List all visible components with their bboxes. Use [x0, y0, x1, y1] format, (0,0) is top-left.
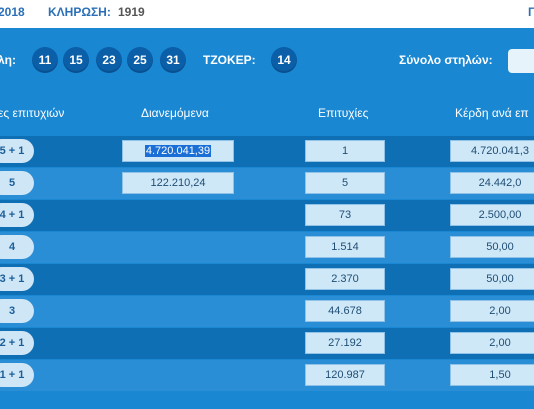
header-distributed: Διανεμόμενα [141, 106, 209, 120]
category-pill: 5 [0, 171, 34, 195]
header-winners: Επιτυχίες [318, 106, 369, 120]
table-row: 5 122.210,24 5 24.442,0 [0, 168, 534, 199]
category-pill: 3 + 1 [0, 267, 34, 291]
distributed-value[interactable]: 4.720.041,39 [144, 145, 212, 157]
winning-ball-3: 23 [96, 47, 122, 73]
prize-cell: 50,00 [450, 236, 534, 258]
winners-cell: 73 [305, 204, 385, 226]
category-pill: 2 + 1 [0, 331, 34, 355]
header-category: ες επιτυχιών [0, 106, 65, 120]
winning-ball-5: 31 [160, 47, 186, 73]
draw-number: 1919 [118, 5, 145, 19]
top-right-link-fragment[interactable]: Γ [528, 5, 534, 19]
winners-cell: 5 [305, 172, 385, 194]
header-prize-per-winner: Κέρδη ανά επ [455, 106, 529, 120]
table-row: 4 1.514 50,00 [0, 232, 534, 263]
top-bar: 2018 ΚΛΗΡΩΣΗ: 1919 Γ [0, 0, 534, 28]
prize-cell: 1,50 [450, 364, 534, 386]
prize-cell: 4.720.041,3 [450, 140, 534, 162]
winning-ball-1: 11 [32, 47, 58, 73]
joker-ball: 14 [271, 47, 297, 73]
prize-cell: 2,00 [450, 300, 534, 322]
category-pill: 4 [0, 235, 34, 259]
draw-label: ΚΛΗΡΩΣΗ: [48, 5, 111, 19]
winning-ball-2: 15 [63, 47, 89, 73]
table-header: ες επιτυχιών Διανεμόμενα Επιτυχίες Κέρδη… [0, 92, 534, 132]
table-row: 2 + 1 27.192 2,00 [0, 328, 534, 359]
table-row: 1 + 1 120.987 1,50 [0, 360, 534, 391]
table-row: 3 44.678 2,00 [0, 296, 534, 327]
winning-numbers-label: λη: [0, 53, 16, 67]
prize-table: ες επιτυχιών Διανεμόμενα Επιτυχίες Κέρδη… [0, 92, 534, 409]
winners-cell: 27.192 [305, 332, 385, 354]
winning-numbers-bar: λη: 11 15 23 25 31 ΤΖΟΚΕΡ: 14 Σύνολο στη… [0, 28, 534, 92]
winning-ball-4: 25 [127, 47, 153, 73]
category-pill: 3 [0, 299, 34, 323]
winners-cell: 2.370 [305, 268, 385, 290]
joker-label: ΤΖΟΚΕΡ: [203, 53, 256, 67]
total-columns-label: Σύνολο στηλών: [399, 53, 493, 67]
table-row: 4 + 1 73 2.500,00 [0, 200, 534, 231]
winners-cell: 120.987 [305, 364, 385, 386]
total-columns-value-box [508, 49, 534, 73]
prize-cell: 50,00 [450, 268, 534, 290]
prize-cell: 2.500,00 [450, 204, 534, 226]
table-row: 5 + 1 4.720.041,39 1 4.720.041,3 [0, 136, 534, 167]
distributed-cell[interactable]: 4.720.041,39 [122, 140, 234, 162]
table-row: 3 + 1 2.370 50,00 [0, 264, 534, 295]
prize-cell: 24.442,0 [450, 172, 534, 194]
distributed-cell: 122.210,24 [122, 172, 234, 194]
winners-cell: 1 [305, 140, 385, 162]
category-pill: 4 + 1 [0, 203, 34, 227]
prize-cell: 2,00 [450, 332, 534, 354]
category-pill: 1 + 1 [0, 363, 34, 387]
category-pill: 5 + 1 [0, 139, 34, 163]
winners-cell: 1.514 [305, 236, 385, 258]
winners-cell: 44.678 [305, 300, 385, 322]
draw-date-fragment: 2018 [0, 5, 25, 19]
